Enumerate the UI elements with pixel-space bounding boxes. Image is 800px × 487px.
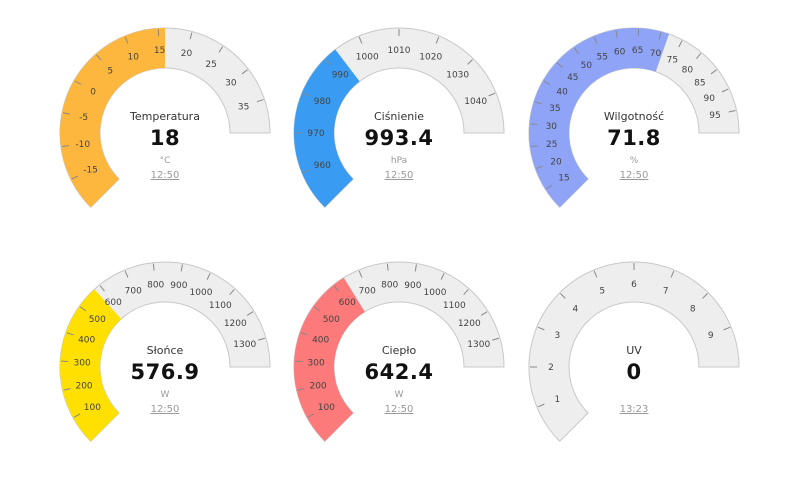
gauge-timestamp-link[interactable]: 12:50 xyxy=(279,170,519,181)
gauge-timestamp-link[interactable]: 13:23 xyxy=(514,404,754,415)
gauge-tick xyxy=(530,124,537,125)
gauge-tick-label: 50 xyxy=(581,61,593,71)
gauge-tick-label: 600 xyxy=(339,298,356,308)
gauge-tick-label: 30 xyxy=(225,78,237,88)
gauge-unit: hPa xyxy=(279,156,519,166)
gauge-tick-label: 25 xyxy=(205,60,216,70)
gauge-tick-label: 1000 xyxy=(424,288,447,298)
gauge-tick-label: 700 xyxy=(125,286,142,296)
gauge-tick-label: 6 xyxy=(631,280,637,290)
gauge-tick-label: 980 xyxy=(314,97,331,107)
gauge-title: Ciepło xyxy=(279,344,519,357)
gauge-tick-label: 9 xyxy=(708,331,714,341)
gauge-tick-label: 7 xyxy=(663,286,669,296)
gauge-tick-label: 990 xyxy=(332,70,349,80)
gauge-tick-label: 1020 xyxy=(419,52,442,62)
gauge-value: 71.8 xyxy=(514,126,754,150)
gauge-value: 576.9 xyxy=(45,360,285,384)
gauge-timestamp-link[interactable]: 12:50 xyxy=(45,170,285,181)
gauge-timestamp-link[interactable]: 12:50 xyxy=(45,404,285,415)
gauge-tick-label: 65 xyxy=(632,46,643,56)
gauge-tick-label: 75 xyxy=(667,55,678,65)
gauge-title: UV xyxy=(514,344,754,357)
gauge-unit: W xyxy=(45,390,285,400)
gauge-tick-label: 90 xyxy=(703,94,715,104)
gauge-tick-label: 15 xyxy=(154,46,165,56)
gauge-tick-label: 55 xyxy=(597,52,608,62)
gauge-unit: W xyxy=(279,390,519,400)
gauge-tick-label: 1100 xyxy=(443,301,466,311)
gauge-tick-label: 20 xyxy=(181,49,193,59)
gauge-tick-label: 1010 xyxy=(388,46,411,56)
gauge-value: 0 xyxy=(514,360,754,384)
gauge-tick-label: 8 xyxy=(690,304,696,314)
gauge-title: Temperatura xyxy=(45,110,285,123)
gauge-tick-label: 5 xyxy=(599,286,605,296)
gauge-tick-label: 700 xyxy=(359,286,376,296)
gauge-tick-label: 80 xyxy=(682,65,694,75)
gauge-tick-label: 1030 xyxy=(446,70,469,80)
gauge-tick-label: 5 xyxy=(107,67,113,77)
gauge-title: Ciśnienie xyxy=(279,110,519,123)
gauge-tick-label: 1000 xyxy=(356,52,379,62)
gauge-value: 18 xyxy=(45,126,285,150)
gauge-tick-label: 1000 xyxy=(190,288,213,298)
gauge-tick-label: 500 xyxy=(89,315,106,325)
gauge-tick-label: 85 xyxy=(694,78,705,88)
gauge-title: Wilgotność xyxy=(514,110,754,123)
gauge-tick-label: 600 xyxy=(105,298,122,308)
gauge-value: 642.4 xyxy=(279,360,519,384)
gauge-tick-label: 500 xyxy=(323,315,340,325)
gauge-tick-label: 60 xyxy=(614,47,626,57)
gauge-tick-label: 45 xyxy=(567,73,578,83)
gauge-tick-label: 0 xyxy=(90,88,96,98)
gauge-tick-label: 800 xyxy=(381,281,398,291)
gauge-title: Słońce xyxy=(45,344,285,357)
gauge-tick-label: 900 xyxy=(404,281,421,291)
gauge-tick-label: 1200 xyxy=(458,319,481,329)
gauge-unit: °C xyxy=(45,156,285,166)
gauge-tick-label: 1100 xyxy=(209,301,232,311)
gauge-value: 993.4 xyxy=(279,126,519,150)
gauge-tick-label: 40 xyxy=(556,88,568,98)
gauge-timestamp-link[interactable]: 12:50 xyxy=(514,170,754,181)
gauge-tick-label: 4 xyxy=(572,304,578,314)
gauge-tick-label: 10 xyxy=(128,52,140,62)
gauge-tick-label: 1040 xyxy=(464,97,487,107)
gauge-tick-label: 900 xyxy=(170,281,187,291)
gauge-unit: % xyxy=(514,156,754,166)
gauge-tick-label: 70 xyxy=(650,49,662,59)
gauge-tick-label: 800 xyxy=(147,281,164,291)
gauge-tick-label: 1200 xyxy=(224,319,247,329)
gauge-timestamp-link[interactable]: 12:50 xyxy=(279,404,519,415)
gauge-tick-label: 3 xyxy=(554,331,560,341)
